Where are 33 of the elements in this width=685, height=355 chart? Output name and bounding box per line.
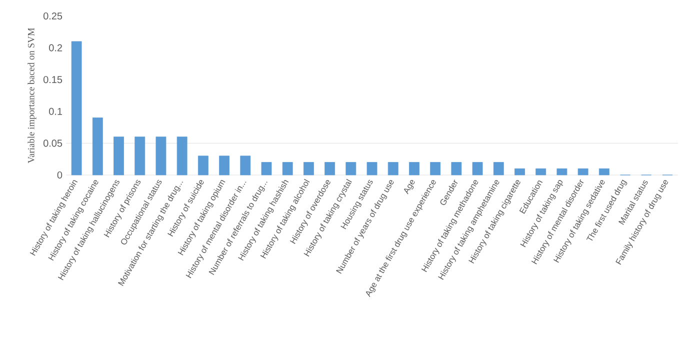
bar (176, 136, 188, 176)
bar (493, 162, 504, 176)
y-tick-label: 0.25 (43, 12, 62, 20)
bar (556, 168, 568, 176)
bar (282, 162, 293, 176)
bar (472, 162, 483, 176)
bar (388, 162, 398, 176)
y-tick-label: 0.2 (49, 44, 62, 52)
bar (134, 136, 146, 176)
bar (92, 118, 103, 176)
y-tick-label: 0.15 (43, 76, 62, 84)
bar (198, 156, 208, 176)
bar (324, 162, 335, 176)
bar (514, 168, 525, 176)
y-axis-title: Variable importance baced on SVM (28, 28, 36, 164)
bar (219, 156, 230, 176)
bar (71, 41, 82, 176)
bar (240, 156, 251, 176)
bar (430, 162, 441, 176)
bar (409, 162, 420, 176)
bar (114, 136, 124, 176)
bar (304, 162, 314, 176)
y-tick-label: 0.1 (49, 108, 62, 115)
y-tick-label: 0.05 (43, 140, 62, 147)
bar (261, 162, 272, 176)
bar (578, 168, 588, 176)
bar (451, 162, 462, 176)
bar (598, 168, 610, 176)
y-tick-label: 0 (57, 171, 62, 179)
bar (366, 162, 378, 176)
bar (536, 168, 546, 176)
bar (156, 136, 166, 176)
bar (346, 162, 356, 176)
